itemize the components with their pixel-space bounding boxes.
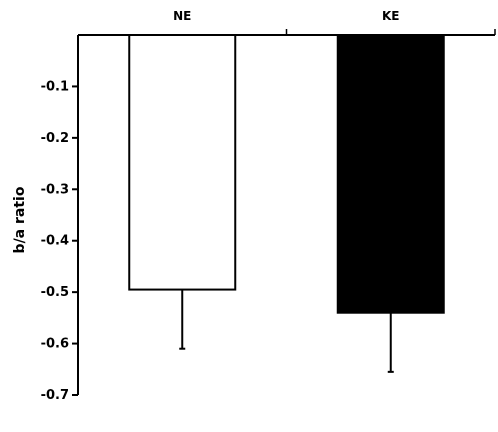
labels: -0.1 -0.2 -0.3 -0.4 -0.5 -0.6 -0.7 NE KE	[41, 9, 400, 403]
y-tick-label: -0.1	[41, 79, 69, 94]
y-tick-label: -0.2	[41, 131, 69, 146]
y-tick-label: -0.7	[41, 388, 69, 403]
bar-ke	[336, 34, 445, 314]
bar-ne	[128, 34, 237, 291]
y-tick-label: -0.4	[41, 234, 69, 249]
category-label: NE	[173, 9, 191, 23]
y-tick-label: -0.6	[41, 337, 69, 352]
category-label: KE	[382, 9, 400, 23]
bars	[128, 34, 445, 373]
y-axis-title: b/a ratio	[12, 186, 28, 253]
y-tick-label: -0.5	[41, 285, 69, 300]
y-tick-label: -0.3	[41, 182, 69, 197]
